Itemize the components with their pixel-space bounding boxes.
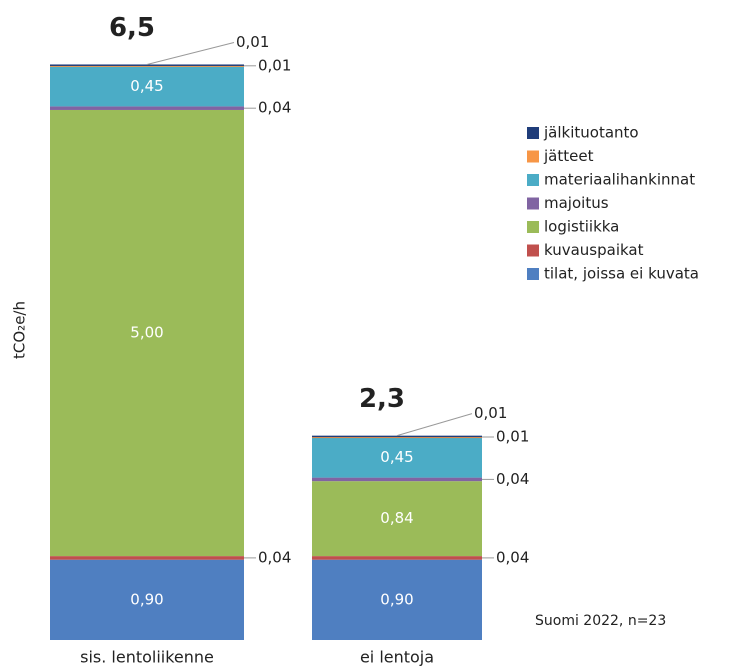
x-tick-label: ei lentoja: [360, 648, 434, 667]
legend-swatch: [527, 197, 539, 210]
bar-segment: [50, 65, 244, 67]
value-label: 0,84: [380, 509, 413, 527]
annotation: Suomi 2022, n=23: [535, 613, 666, 629]
y-axis-label: tCO₂e/h: [11, 301, 29, 359]
value-label: 0,04: [258, 99, 291, 117]
value-label: 0,90: [130, 590, 163, 608]
bar-segment: [50, 106, 244, 110]
legend-swatch: [527, 244, 539, 257]
value-label: 0,90: [380, 590, 413, 608]
bar-segment: [312, 437, 482, 478]
bar-segment: [50, 559, 244, 640]
legend-swatch: [527, 127, 539, 139]
value-label: 0,01: [496, 428, 529, 446]
value-label: 0,45: [130, 77, 163, 95]
bar-segment: [312, 436, 482, 439]
bar-segment: [312, 435, 482, 438]
legend-label: tilat, joissa ei kuvata: [544, 265, 699, 283]
total-label: 6,5: [109, 13, 155, 43]
legend-label: majoitus: [544, 194, 609, 212]
legend-label: logistiikka: [544, 218, 619, 236]
value-label: 0,45: [380, 448, 413, 466]
bar-segment: [312, 481, 482, 557]
bar-segment: [312, 559, 482, 640]
value-label: 0,01: [236, 33, 269, 51]
leader-line: [396, 413, 473, 437]
legend-label: kuvauspaikat: [544, 241, 644, 259]
legend-swatch: [527, 150, 539, 163]
value-label: 0,04: [496, 470, 529, 488]
value-label: 0,01: [258, 56, 291, 74]
value-label: 0,04: [258, 548, 291, 566]
legend-label: jätteet: [543, 147, 594, 165]
value-label: 5,00: [130, 324, 163, 342]
legend-swatch: [527, 174, 539, 186]
bar-segment: [50, 109, 244, 557]
x-tick-label: sis. lentoliikenne: [80, 648, 214, 667]
bar-segment: [312, 556, 482, 560]
legend-swatch: [527, 221, 539, 233]
bar-segment: [312, 477, 482, 482]
legend-label: jälkituotanto: [543, 124, 639, 142]
leader-line: [146, 41, 235, 65]
bar-segment: [50, 556, 244, 560]
total-label: 2,3: [359, 384, 405, 414]
legend-swatch: [527, 268, 539, 280]
value-label: 0,01: [474, 404, 507, 422]
value-label: 0,04: [496, 548, 529, 566]
bar-segment: [50, 66, 244, 107]
bar-segment: [50, 64, 244, 66]
legend-label: materiaalihankinnat: [544, 171, 695, 189]
